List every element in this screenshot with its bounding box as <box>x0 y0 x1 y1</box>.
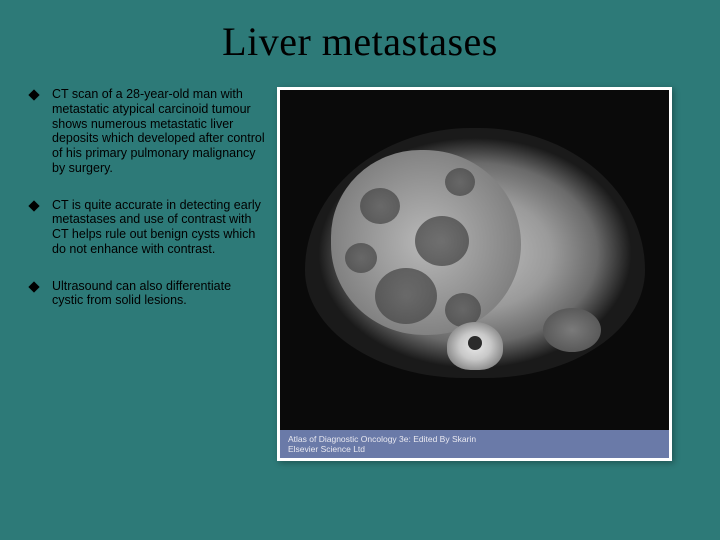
spinal-canal <box>468 336 482 350</box>
bullet-item: CT is quite accurate in detecting early … <box>30 198 265 257</box>
ct-scan-image <box>280 90 669 430</box>
kidney-right <box>543 308 601 352</box>
bullet-item: CT scan of a 28-year-old man with metast… <box>30 87 265 176</box>
spine <box>447 322 503 370</box>
bullet-text: Ultrasound can also differentiate cystic… <box>52 279 265 309</box>
ct-body-outline <box>305 128 645 378</box>
image-caption: Atlas of Diagnostic Oncology 3e: Edited … <box>280 430 669 458</box>
lesion <box>345 243 377 273</box>
content-row: CT scan of a 28-year-old man with metast… <box>30 87 690 461</box>
ct-image-frame: Atlas of Diagnostic Oncology 3e: Edited … <box>277 87 672 461</box>
lesion <box>375 268 437 324</box>
lesion <box>445 168 475 196</box>
slide: Liver metastases CT scan of a 28-year-ol… <box>0 0 720 540</box>
bullet-list: CT scan of a 28-year-old man with metast… <box>30 87 265 461</box>
diamond-bullet-icon <box>28 200 39 211</box>
caption-line: Atlas of Diagnostic Oncology 3e: Edited … <box>288 434 661 444</box>
lesion <box>415 216 469 266</box>
diamond-bullet-icon <box>28 89 39 100</box>
bullet-text: CT is quite accurate in detecting early … <box>52 198 265 257</box>
bullet-text: CT scan of a 28-year-old man with metast… <box>52 87 265 176</box>
lesion <box>360 188 400 224</box>
caption-line: Elsevier Science Ltd <box>288 444 661 454</box>
diamond-bullet-icon <box>28 281 39 292</box>
bullet-item: Ultrasound can also differentiate cystic… <box>30 279 265 309</box>
image-area: Atlas of Diagnostic Oncology 3e: Edited … <box>277 87 690 461</box>
slide-title: Liver metastases <box>30 18 690 65</box>
